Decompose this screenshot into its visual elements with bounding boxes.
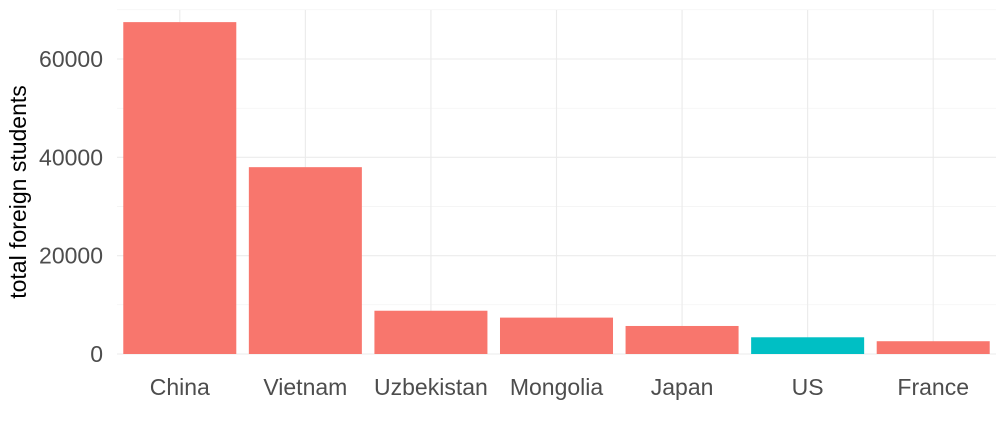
bar-uzbekistan — [374, 310, 488, 354]
bar-vietnam — [248, 167, 362, 354]
bar-us — [751, 337, 865, 354]
x-tick-label: France — [897, 374, 969, 400]
bar-mongolia — [499, 317, 614, 354]
y-tick-label: 40000 — [39, 144, 103, 170]
y-tick-labels: 0 20000 40000 60000 — [39, 46, 103, 367]
x-tick-label: Japan — [651, 374, 714, 400]
y-tick-label: 60000 — [39, 46, 103, 72]
x-tick-label: Uzbekistan — [374, 374, 488, 400]
bar-france — [876, 341, 990, 354]
x-tick-label: Mongolia — [510, 374, 604, 400]
bar-japan — [625, 325, 739, 354]
x-tick-labels: China Vietnam Uzbekistan Mongolia Japan US Fra… — [150, 374, 969, 400]
x-tick-label: China — [150, 374, 210, 400]
y-tick-label: 20000 — [39, 243, 103, 269]
x-tick-label: Vietnam — [263, 374, 347, 400]
x-tick-label: US — [792, 374, 824, 400]
y-tick-label: 0 — [90, 341, 103, 367]
bars-layer — [123, 22, 990, 354]
bar-china — [123, 22, 237, 354]
y-axis-title: total foreign students — [5, 85, 31, 299]
